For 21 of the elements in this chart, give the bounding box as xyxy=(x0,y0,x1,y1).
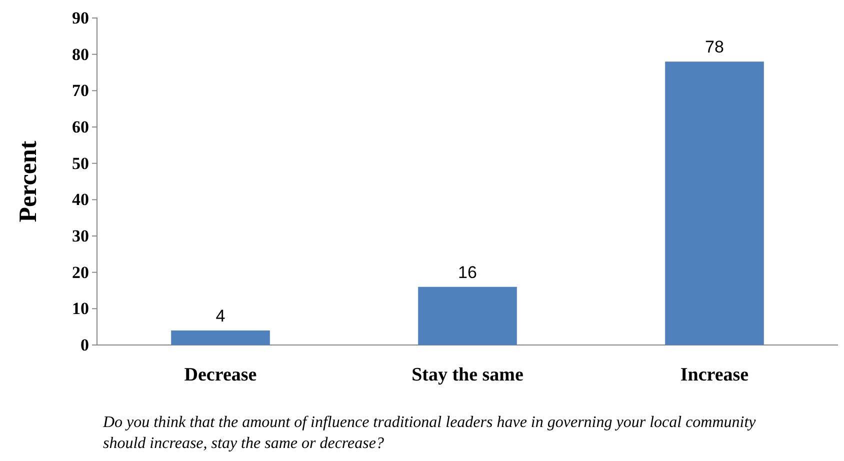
y-tick-label: 90 xyxy=(72,8,89,28)
data-label: 16 xyxy=(458,262,477,282)
x-tick-label: Stay the same xyxy=(412,364,524,386)
data-label: 78 xyxy=(705,38,724,57)
y-tick-label: 60 xyxy=(72,117,89,136)
x-tick-label: Decrease xyxy=(184,364,257,386)
bar xyxy=(665,62,764,345)
y-tick-label: 10 xyxy=(72,299,89,318)
y-tick-label: 40 xyxy=(72,190,89,210)
bar xyxy=(418,286,517,345)
x-tick-label: Increase xyxy=(680,364,749,386)
y-axis-title: Percent xyxy=(15,140,42,222)
bar xyxy=(171,330,270,345)
y-tick-label: 80 xyxy=(72,44,89,64)
y-tick-label: 50 xyxy=(72,154,89,173)
x-axis-title: Do you think that the amount of influence traditional leaders have in governing your local community should increase, stay the same or decrease? xyxy=(102,414,757,452)
y-tick-label: 20 xyxy=(72,262,89,282)
y-tick-label: 0 xyxy=(80,335,89,354)
data-label: 4 xyxy=(216,306,226,326)
y-tick-label: 30 xyxy=(72,226,89,246)
y-tick-label: 70 xyxy=(72,81,89,100)
